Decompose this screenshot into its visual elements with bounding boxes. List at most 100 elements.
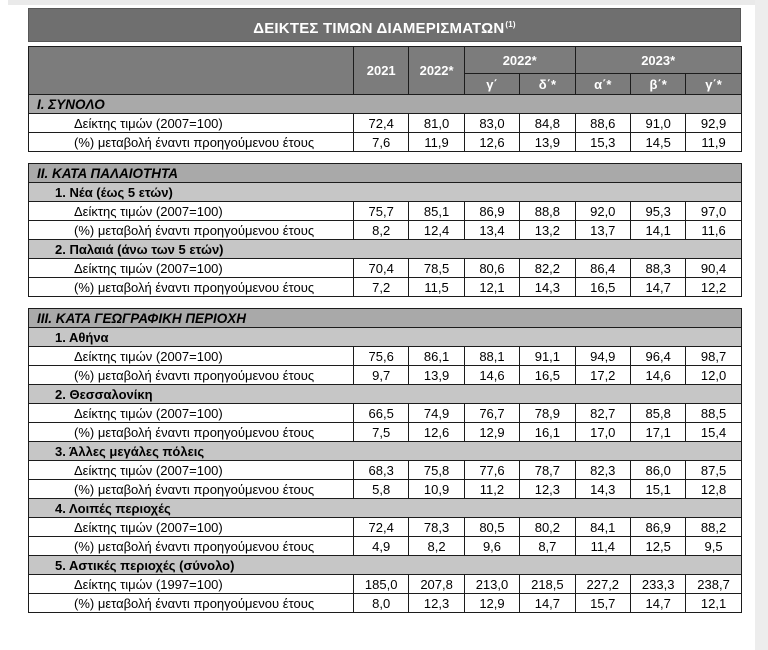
value-cell: 84,8 <box>519 113 576 133</box>
table-row: Δείκτης τιμών (2007=100) 70,4 78,5 80,6 82,2… <box>28 258 742 278</box>
value-cell: 12,9 <box>463 593 521 613</box>
subsection-heading-row: 2. Θεσσαλονίκη <box>28 384 742 404</box>
row-label: Δείκτης τιμών (1997=100) <box>28 574 354 594</box>
value-cell: 17,1 <box>629 422 687 442</box>
table-title-bar: ΔΕΙΚΤΕΣ ΤΙΜΩΝ ΔΙΑΜΕΡΙΣΜΑΤΩΝ(1) <box>28 8 741 42</box>
row-label: Δείκτης τιμών (2007=100) <box>28 460 354 480</box>
table-row: (%) μεταβολή έναντι προηγούμενου έτους 8,… <box>28 220 742 240</box>
value-cell: 13,9 <box>519 132 576 152</box>
subsection-heading-row: 1. Αθήνα <box>28 327 742 347</box>
value-cell: 12,1 <box>463 277 521 297</box>
value-cell: 87,5 <box>685 460 742 480</box>
value-cell: 11,6 <box>685 220 742 240</box>
value-cell: 9,6 <box>463 536 521 556</box>
value-cell: 9,5 <box>685 536 742 556</box>
value-cell: 14,6 <box>463 365 521 385</box>
value-cell: 97,0 <box>685 201 742 221</box>
subsection-heading-row: 1. Νέα (έως 5 ετών) <box>28 182 742 202</box>
section-heading-row: III. ΚΑΤΑ ΓΕΩΓΡΑΦΙΚΗ ΠΕΡΙΟΧΗ <box>28 308 742 328</box>
value-cell: 85,8 <box>629 403 687 423</box>
value-cell: 14,3 <box>519 277 576 297</box>
value-cell: 12,3 <box>519 479 576 499</box>
table-row: (%) μεταβολή έναντι προηγούμενου έτους 7,… <box>28 132 742 152</box>
value-cell: 17,2 <box>574 365 631 385</box>
row-label: (%) μεταβολή έναντι προηγούμενου έτους <box>28 132 354 152</box>
value-cell: 82,2 <box>519 258 576 278</box>
section-heading: III. ΚΑΤΑ ΓΕΩΓΡΑΦΙΚΗ ΠΕΡΙΟΧΗ <box>28 308 742 328</box>
row-label: Δείκτης τιμών (2007=100) <box>28 517 354 537</box>
value-cell: 75,6 <box>352 346 410 366</box>
value-cell: 11,9 <box>408 132 465 152</box>
subsection-heading-row: 5. Αστικές περιοχές (σύνολο) <box>28 555 742 575</box>
column-header-2022: 2022* <box>408 46 465 95</box>
value-cell: 74,9 <box>408 403 465 423</box>
value-cell: 82,3 <box>574 460 631 480</box>
subsection-heading: 1. Αθήνα <box>28 327 742 347</box>
value-cell: 84,1 <box>574 517 631 537</box>
value-cell: 76,7 <box>463 403 521 423</box>
value-cell: 80,5 <box>463 517 521 537</box>
value-cell: 7,2 <box>352 277 410 297</box>
value-cell: 7,5 <box>352 422 410 442</box>
table-row: Δείκτης τιμών (2007=100) 72,4 81,0 83,0 84,8… <box>28 113 742 133</box>
table-row: (%) μεταβολή έναντι προηγούμενου έτους 4,… <box>28 536 742 556</box>
table-row: (%) μεταβολή έναντι προηγούμενου έτους 7,… <box>28 422 742 442</box>
header-row-groups: 2021 2022* 2022* 2023* <box>28 46 742 95</box>
value-cell: 238,7 <box>685 574 742 594</box>
value-cell: 86,0 <box>629 460 687 480</box>
value-cell: 88,3 <box>629 258 687 278</box>
table-row: (%) μεταβολή έναντι προηγούμενου έτους 8,… <box>28 593 742 613</box>
subsection-heading: 5. Αστικές περιοχές (σύνολο) <box>28 555 742 575</box>
price-index-table: 2021 2022* 2022* 2023* γ΄ δ΄* α΄* β΄* γ΄… <box>28 46 742 613</box>
value-cell: 13,2 <box>519 220 576 240</box>
value-cell: 218,5 <box>519 574 576 594</box>
value-cell: 12,9 <box>463 422 521 442</box>
value-cell: 14,1 <box>629 220 687 240</box>
value-cell: 78,7 <box>519 460 576 480</box>
value-cell: 8,2 <box>408 536 465 556</box>
statistical-table-document: ΔΕΙΚΤΕΣ ΤΙΜΩΝ ΔΙΑΜΕΡΙΣΜΑΤΩΝ(1) 2021 2022… <box>28 8 742 613</box>
row-label: (%) μεταβολή έναντι προηγούμενου έτους <box>28 593 354 613</box>
subsection-heading: 2. Παλαιά (άνω των 5 ετών) <box>28 239 742 259</box>
value-cell: 88,8 <box>519 201 576 221</box>
column-group-2023: 2023* <box>574 46 742 74</box>
value-cell: 12,1 <box>685 593 742 613</box>
section-heading-row: II. ΚΑΤΑ ΠΑΛΑΙΟΤΗΤΑ <box>28 163 742 183</box>
subsection-heading: 4. Λοιπές περιοχές <box>28 498 742 518</box>
value-cell: 17,0 <box>574 422 631 442</box>
value-cell: 8,7 <box>519 536 576 556</box>
row-label: (%) μεταβολή έναντι προηγούμενου έτους <box>28 422 354 442</box>
table-row: Δείκτης τιμών (2007=100) 72,4 78,3 80,5 80,2… <box>28 517 742 537</box>
value-cell: 80,6 <box>463 258 521 278</box>
value-cell: 14,6 <box>629 365 687 385</box>
value-cell: 96,4 <box>629 346 687 366</box>
value-cell: 85,1 <box>408 201 465 221</box>
table-title: ΔΕΙΚΤΕΣ ΤΙΜΩΝ ΔΙΑΜΕΡΙΣΜΑΤΩΝ <box>253 20 505 37</box>
value-cell: 7,6 <box>352 132 410 152</box>
column-header-q1-2023: α΄* <box>574 73 631 95</box>
column-header-q2-2023: β΄* <box>629 73 687 95</box>
value-cell: 82,7 <box>574 403 631 423</box>
value-cell: 8,2 <box>352 220 410 240</box>
table-row: Δείκτης τιμών (1997=100) 185,0 207,8 213,0 2… <box>28 574 742 594</box>
value-cell: 12,0 <box>685 365 742 385</box>
page-edge-top <box>8 0 768 5</box>
value-cell: 5,8 <box>352 479 410 499</box>
value-cell: 8,0 <box>352 593 410 613</box>
value-cell: 15,1 <box>629 479 687 499</box>
table-row: Δείκτης τιμών (2007=100) 68,3 75,8 77,6 78,7… <box>28 460 742 480</box>
value-cell: 86,4 <box>574 258 631 278</box>
value-cell: 16,5 <box>519 365 576 385</box>
subsection-heading: 2. Θεσσαλονίκη <box>28 384 742 404</box>
value-cell: 16,1 <box>519 422 576 442</box>
value-cell: 4,9 <box>352 536 410 556</box>
value-cell: 14,7 <box>629 277 687 297</box>
value-cell: 88,1 <box>463 346 521 366</box>
value-cell: 88,2 <box>685 517 742 537</box>
value-cell: 90,4 <box>685 258 742 278</box>
value-cell: 16,5 <box>574 277 631 297</box>
table-title-footnote-marker: (1) <box>505 20 516 29</box>
subsection-heading-row: 3. Άλλες μεγάλες πόλεις <box>28 441 742 461</box>
value-cell: 14,3 <box>574 479 631 499</box>
value-cell: 15,4 <box>685 422 742 442</box>
